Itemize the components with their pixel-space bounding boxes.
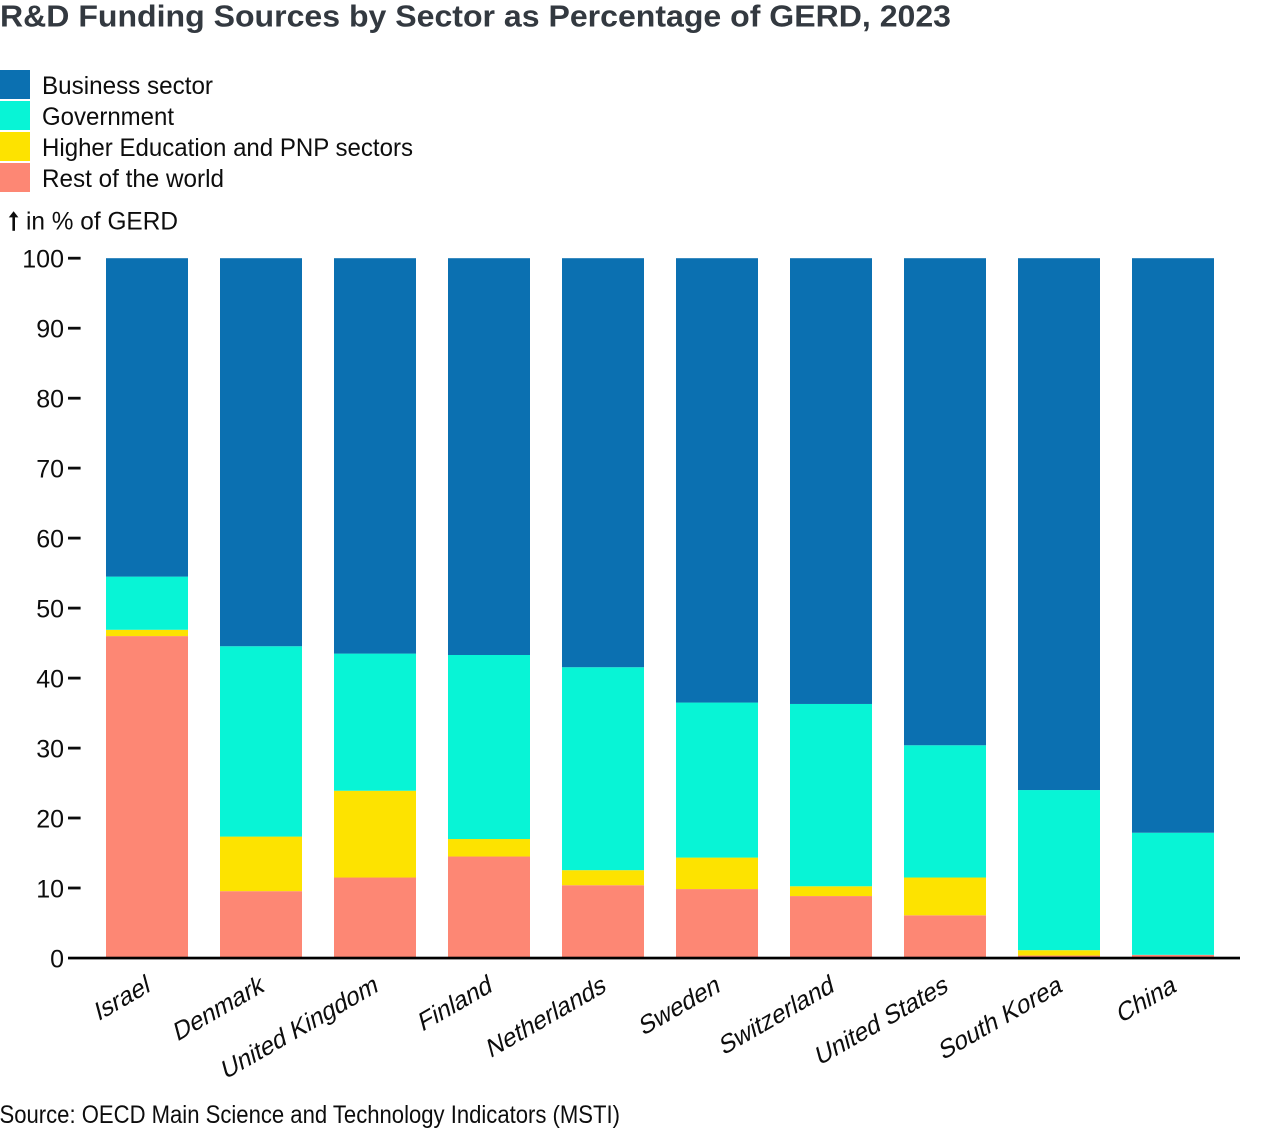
svg-text:90: 90 [36,316,64,344]
svg-text:in % of GERD: in % of GERD [26,208,178,236]
svg-text:R&D Funding Sources by Sector: R&D Funding Sources by Sector as Percent… [0,0,951,34]
svg-text:70: 70 [36,456,64,484]
svg-text:40: 40 [36,666,64,694]
svg-text:80: 80 [36,386,64,414]
svg-text:50: 50 [36,596,64,624]
svg-text:Higher Education and PNP secto: Higher Education and PNP sectors [42,134,413,162]
svg-text:60: 60 [36,526,64,554]
svg-text:10: 10 [36,875,64,903]
svg-text:100: 100 [22,246,64,274]
svg-text:30: 30 [36,736,64,764]
svg-text:Government: Government [42,103,174,131]
svg-text:0: 0 [50,945,64,973]
svg-text:Business sector: Business sector [42,72,213,100]
svg-text:Source: OECD Main Science and: Source: OECD Main Science and Technology… [0,1101,620,1129]
svg-text:20: 20 [36,805,64,833]
svg-text:Rest of the world: Rest of the world [42,165,224,193]
